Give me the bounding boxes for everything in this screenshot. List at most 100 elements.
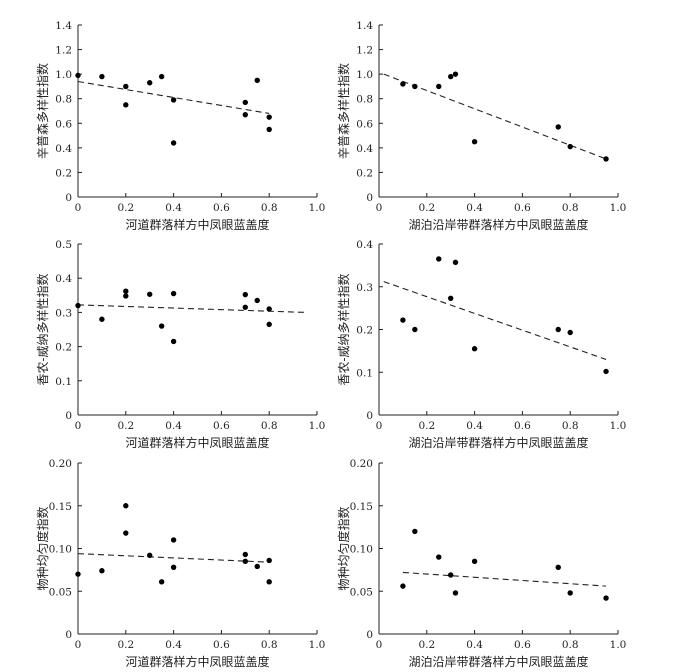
x-tick-label: 0.6 (514, 639, 531, 651)
x-tick-label: 0.2 (418, 202, 435, 214)
x-tick-label: 0.2 (117, 639, 134, 651)
x-tick-label: 0.4 (165, 202, 182, 214)
x-tick-label: 0.6 (213, 639, 230, 651)
y-axis-label: 物种均匀度指数 (336, 506, 351, 590)
scatter-panel-4: 0 0.2 0.4 0.6 0.8 1.0 0 0.1 0.2 0.3 0.4 湖泊沿岸带群落样方中凤… (336, 239, 626, 450)
data-point (170, 338, 177, 345)
data-point (412, 83, 418, 90)
data-point (448, 73, 454, 80)
y-tick-label: 0.8 (356, 94, 373, 106)
data-point (400, 583, 406, 589)
data-point (242, 99, 248, 106)
y-tick-label: 0.15 (49, 501, 72, 513)
data-point (99, 568, 105, 574)
data-point (254, 297, 260, 304)
x-axis-label: 湖泊沿岸带群落样方中凤眼蓝盖度 (408, 217, 588, 232)
x-tick-label: 0.6 (514, 420, 531, 432)
y-tick-label: 0.05 (49, 586, 72, 598)
scatter-panel-2: 0 0.2 0.4 0.6 0.8 1.0 0 0.2 0.4 0.6 0.8 1.0 1.2 1.4 湖泊… (336, 20, 626, 232)
data-point (99, 73, 105, 80)
data-point (242, 111, 248, 118)
x-tick-label: 0.8 (261, 420, 278, 432)
y-tick-label: 0 (366, 192, 373, 204)
x-tick-label: 0.2 (117, 202, 134, 214)
x-tick-label: 1.0 (610, 420, 627, 432)
y-tick-label: 0.3 (55, 307, 72, 319)
y-tick-label: 0.6 (356, 118, 373, 130)
data-point (242, 291, 248, 298)
x-axis-label: 湖泊沿岸带群落样方中凤眼蓝盖度 (408, 654, 588, 669)
x-tick-label: 0.8 (562, 420, 579, 432)
data-point (471, 558, 478, 565)
data-point (158, 323, 165, 329)
x-tick-label: 0 (376, 202, 383, 214)
data-point (448, 572, 454, 578)
data-point (471, 346, 478, 352)
y-tick-label: 0 (366, 629, 373, 641)
data-point (452, 259, 459, 266)
y-tick-label: 0.1 (55, 376, 72, 388)
data-point (400, 317, 406, 323)
data-point (99, 316, 105, 322)
data-point (242, 304, 248, 310)
trend-line (383, 281, 607, 360)
x-tick-label: 0.8 (562, 202, 579, 214)
y-tick-label: 0.2 (55, 342, 72, 354)
y-axis-label: 香农-威纳多样性指数 (35, 273, 50, 385)
x-tick-label: 0.2 (117, 420, 134, 432)
x-tick-label: 0 (75, 420, 82, 432)
x-tick-label: 0 (376, 639, 383, 651)
data-point (75, 72, 81, 79)
y-tick-label: 0.6 (55, 118, 72, 130)
data-point (170, 564, 177, 571)
data-point (123, 530, 129, 536)
data-point (123, 83, 129, 90)
data-point (75, 302, 81, 309)
data-point (400, 81, 406, 87)
data-point (254, 563, 260, 570)
y-tick-label: 1.2 (55, 45, 72, 57)
data-point (123, 503, 129, 509)
data-point (170, 537, 177, 543)
y-tick-label: 0.15 (350, 501, 373, 513)
x-tick-label: 1.0 (309, 420, 326, 432)
x-tick-label: 0.6 (213, 202, 230, 214)
data-point (147, 80, 153, 86)
y-tick-label: 0.3 (356, 282, 373, 294)
data-point (158, 579, 165, 585)
y-tick-label: 0.4 (55, 273, 72, 285)
x-tick-label: 1.0 (309, 639, 326, 651)
x-tick-label: 0.4 (165, 420, 182, 432)
data-point (266, 557, 272, 564)
data-point (555, 124, 561, 130)
data-point (603, 595, 609, 601)
data-point (266, 306, 272, 312)
data-point (75, 571, 81, 577)
data-point (567, 590, 573, 596)
x-tick-label: 1.0 (610, 202, 627, 214)
data-point (452, 71, 459, 77)
scatter-panel-6: 0 0.2 0.4 0.6 0.8 1.0 0 0.05 0.10 0.15 0.20 湖泊沿岸带群落… (336, 458, 626, 669)
data-point (158, 73, 165, 80)
x-axis-label: 河道群落样方中凤眼蓝盖度 (125, 217, 269, 232)
x-tick-label: 0.4 (466, 202, 483, 214)
data-point (471, 139, 478, 145)
data-point (266, 321, 272, 328)
x-axis-label: 湖泊沿岸带群落样方中凤眼蓝盖度 (408, 435, 588, 450)
data-point (170, 290, 177, 297)
y-tick-label: 1.0 (356, 69, 373, 81)
y-tick-label: 0.2 (55, 167, 72, 179)
y-tick-label: 0.2 (356, 325, 373, 337)
scatter-panel-1: 0 0.2 0.4 0.6 0.8 1.0 0 0.2 0.4 0.6 0.8 1.0 1.2 1.4 河道… (35, 20, 325, 232)
y-tick-label: 0.8 (55, 94, 72, 106)
y-axis-label: 物种均匀度指数 (35, 506, 50, 590)
data-point (123, 102, 129, 108)
y-tick-label: 0 (366, 410, 373, 422)
y-tick-label: 0.05 (350, 586, 373, 598)
y-tick-label: 1.2 (356, 45, 373, 57)
y-tick-label: 0.1 (356, 367, 373, 379)
data-point (436, 554, 442, 560)
x-tick-label: 0.2 (418, 420, 435, 432)
data-point (170, 140, 177, 146)
